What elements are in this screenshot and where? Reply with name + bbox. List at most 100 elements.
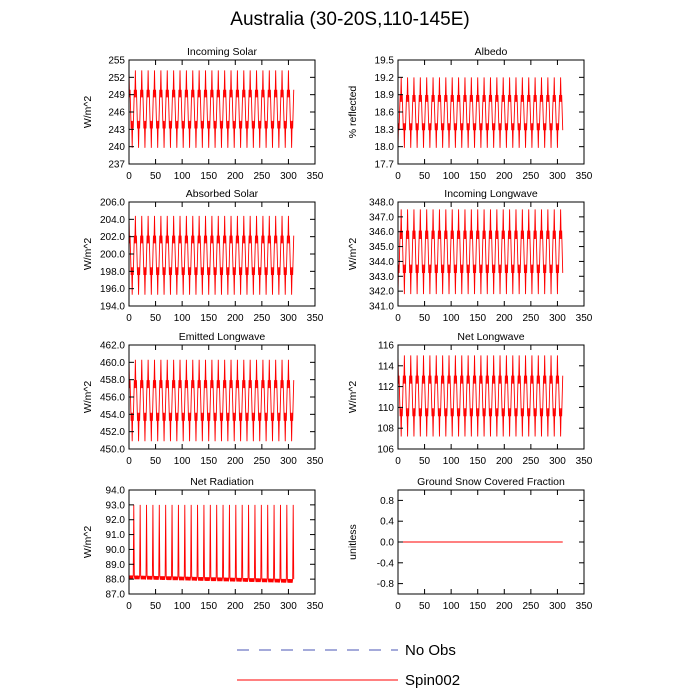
y-axis-label: W/m^2 bbox=[82, 96, 94, 129]
x-tick-label: 300 bbox=[280, 601, 297, 612]
x-tick-label: 250 bbox=[254, 171, 271, 182]
x-tick-label: 100 bbox=[443, 313, 460, 324]
y-tick-label: 454.0 bbox=[100, 410, 125, 421]
y-tick-label: 110 bbox=[378, 403, 394, 414]
x-tick-label: 250 bbox=[254, 456, 271, 467]
y-tick-label: 202.0 bbox=[100, 232, 125, 243]
x-tick-label: 350 bbox=[576, 601, 593, 612]
x-tick-label: 300 bbox=[549, 313, 566, 324]
y-tick-label: 108 bbox=[377, 424, 394, 435]
y-tick-label: 343.0 bbox=[369, 272, 394, 283]
plot-frame bbox=[397, 201, 585, 307]
x-tick-label: 50 bbox=[150, 601, 162, 612]
x-tick-label: 50 bbox=[419, 601, 431, 612]
plot-frame bbox=[397, 344, 585, 450]
x-tick-label: 350 bbox=[576, 313, 593, 324]
y-tick-label: 91.0 bbox=[106, 530, 126, 541]
x-tick-label: 0 bbox=[395, 313, 401, 324]
x-tick-label: 0 bbox=[126, 456, 132, 467]
y-tick-label: 452.0 bbox=[100, 427, 125, 438]
chart-panel-1: 0 50 100 150 200 250 300 350 237 240 243 246 249 252 2… bbox=[82, 46, 324, 182]
y-tick-label: 114 bbox=[378, 361, 394, 372]
y-tick-label: 458.0 bbox=[100, 375, 125, 386]
y-tick-label: 341.0 bbox=[369, 302, 394, 313]
x-tick-label: 0 bbox=[395, 171, 401, 182]
series-line-1 bbox=[128, 215, 295, 295]
y-tick-label: 90.0 bbox=[106, 545, 126, 556]
x-tick-label: 150 bbox=[200, 456, 217, 467]
x-tick-label: 300 bbox=[280, 456, 297, 467]
x-tick-label: 250 bbox=[523, 601, 540, 612]
panel-title: Net Longwave bbox=[457, 331, 524, 343]
panel-title: Absorbed Solar bbox=[186, 188, 259, 200]
x-tick-label: 350 bbox=[307, 456, 324, 467]
y-tick-label: 200.0 bbox=[100, 250, 125, 261]
y-tick-label: 88.0 bbox=[106, 575, 126, 586]
x-tick-label: 300 bbox=[280, 313, 297, 324]
y-tick-label: 240 bbox=[108, 142, 125, 153]
x-tick-label: 150 bbox=[469, 313, 486, 324]
x-tick-label: 300 bbox=[549, 601, 566, 612]
x-tick-label: 350 bbox=[307, 601, 324, 612]
x-tick-label: 150 bbox=[200, 601, 217, 612]
y-tick-label: 17.7 bbox=[375, 160, 395, 171]
x-tick-label: 300 bbox=[280, 171, 297, 182]
y-tick-label: 106 bbox=[377, 445, 394, 456]
series-line-1 bbox=[128, 359, 295, 442]
panel-title: Emitted Longwave bbox=[179, 331, 266, 343]
x-tick-label: 0 bbox=[395, 601, 401, 612]
y-tick-label: 0.8 bbox=[380, 496, 394, 507]
x-tick-label: 250 bbox=[523, 456, 540, 467]
x-tick-label: 250 bbox=[523, 313, 540, 324]
x-tick-label: 50 bbox=[150, 171, 162, 182]
y-tick-label: 237 bbox=[108, 160, 125, 171]
y-axis-label: W/m^2 bbox=[82, 381, 94, 414]
x-tick-label: 300 bbox=[549, 456, 566, 467]
y-tick-label: 112 bbox=[378, 382, 394, 393]
y-tick-label: 462.0 bbox=[100, 341, 125, 352]
x-tick-label: 200 bbox=[227, 171, 244, 182]
x-tick-label: 350 bbox=[576, 456, 593, 467]
panel-title: Albedo bbox=[475, 46, 508, 58]
panel-title: Incoming Solar bbox=[187, 46, 258, 58]
x-tick-label: 100 bbox=[174, 313, 191, 324]
y-tick-label: 456.0 bbox=[100, 393, 125, 404]
y-tick-label: 93.0 bbox=[106, 500, 126, 511]
x-tick-label: 200 bbox=[496, 313, 513, 324]
y-tick-label: 450.0 bbox=[100, 445, 125, 456]
y-tick-label: 18.9 bbox=[375, 90, 395, 101]
chart-panel-6: 0 50 100 150 200 250 300 350 106 108 110 112 114 116 N… bbox=[347, 331, 593, 467]
y-tick-label: -0.4 bbox=[377, 558, 395, 569]
chart-panel-7: 0 50 100 150 200 250 300 350 87.0 88.0 89.0 90.0 91.… bbox=[82, 476, 324, 612]
y-tick-label: 206.0 bbox=[100, 198, 125, 209]
x-tick-label: 150 bbox=[469, 171, 486, 182]
y-tick-label: 18.6 bbox=[375, 108, 395, 119]
x-tick-label: 100 bbox=[174, 171, 191, 182]
y-tick-label: 87.0 bbox=[106, 590, 126, 601]
x-tick-label: 0 bbox=[126, 171, 132, 182]
x-tick-label: 50 bbox=[419, 313, 431, 324]
y-tick-label: 347.0 bbox=[369, 212, 394, 223]
y-axis-label: % reflected bbox=[347, 86, 359, 139]
y-tick-label: 345.0 bbox=[369, 242, 394, 253]
y-tick-label: 0.0 bbox=[380, 538, 394, 549]
panel-title: Net Radiation bbox=[190, 476, 254, 488]
y-tick-label: 19.5 bbox=[375, 56, 395, 67]
x-tick-label: 150 bbox=[469, 456, 486, 467]
y-tick-label: 243 bbox=[108, 125, 125, 136]
chart-panel-2: 0 50 100 150 200 250 300 350 17.7 18.0 18.3 18.6 18.… bbox=[347, 46, 593, 182]
x-tick-label: 200 bbox=[227, 313, 244, 324]
x-tick-label: 50 bbox=[150, 456, 162, 467]
x-tick-label: 250 bbox=[254, 313, 271, 324]
y-tick-label: 116 bbox=[378, 341, 394, 352]
y-tick-label: 204.0 bbox=[100, 215, 125, 226]
x-tick-label: 350 bbox=[307, 171, 324, 182]
y-axis-label: W/m^2 bbox=[82, 526, 94, 559]
x-tick-label: 50 bbox=[150, 313, 162, 324]
y-tick-label: 196.0 bbox=[100, 284, 125, 295]
y-axis-label: W/m^2 bbox=[347, 381, 359, 414]
y-tick-label: 344.0 bbox=[369, 257, 394, 268]
y-tick-label: 194.0 bbox=[100, 302, 125, 313]
x-tick-label: 150 bbox=[469, 601, 486, 612]
